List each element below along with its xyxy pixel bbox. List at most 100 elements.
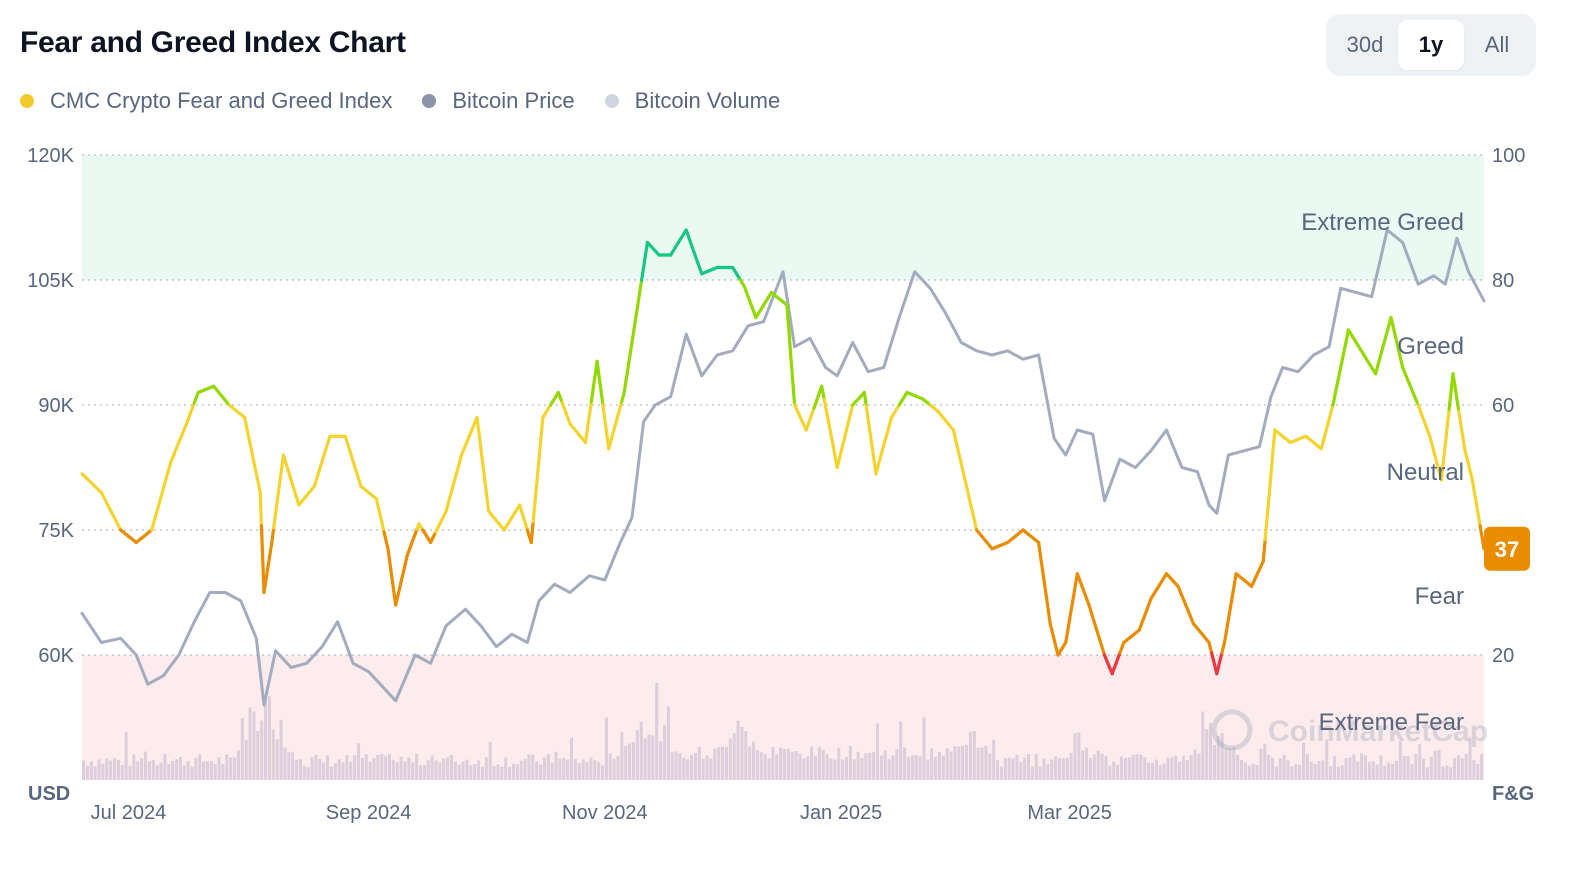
volume-bar [659, 741, 663, 780]
volume-bar [418, 765, 423, 780]
volume-bar [1301, 742, 1306, 780]
zone-label: Extreme Greed [1301, 209, 1464, 236]
volume-bar [810, 746, 814, 780]
legend-dot-icon [604, 94, 619, 108]
legend-item-bitcoin-price[interactable]: Bitcoin Price [422, 88, 575, 114]
fear-greed-segment [838, 445, 845, 459]
volume-bar [1464, 754, 1468, 780]
bitcoin-price-line [80, 228, 1486, 707]
legend-dot-icon [20, 94, 34, 108]
fear-greed-segment [444, 500, 451, 513]
volume-bar [430, 755, 434, 780]
fear-greed-segment [485, 494, 491, 513]
volume-bar [1174, 755, 1178, 780]
fear-greed-segment [787, 336, 793, 357]
zone-label: Extreme Fear [1319, 709, 1464, 736]
volume-bar [480, 767, 484, 780]
volume-bar [202, 761, 206, 780]
volume-bar [159, 762, 163, 780]
volume-bar [453, 762, 457, 780]
volume-bar [957, 746, 961, 780]
current-value-text: 37 [1495, 537, 1519, 562]
fear-greed-segment [848, 403, 855, 417]
fear-greed-segment [261, 557, 265, 578]
fear-greed-segment [789, 353, 794, 374]
volume-bar [593, 760, 597, 780]
zone-label: Greed [1397, 333, 1464, 360]
range-1y-button[interactable]: 1y [1398, 20, 1464, 70]
volume-bar [662, 725, 667, 780]
fear-greed-segment [1457, 409, 1463, 426]
right-axis-tick: 20 [1492, 645, 1514, 667]
fear-greed-segment [483, 478, 489, 498]
fear-greed-segment [1046, 608, 1052, 626]
volume-bar [1453, 757, 1457, 780]
volume-bar [752, 741, 756, 780]
volume-bar [105, 758, 109, 780]
fear-greed-segment [1230, 583, 1236, 599]
volume-bar [604, 717, 608, 780]
volume-bar [1236, 754, 1240, 780]
fear-greed-segment [1474, 501, 1480, 517]
volume-bar [1286, 760, 1290, 780]
volume-bar [438, 762, 442, 780]
volume-bar [597, 762, 601, 780]
volume-bar [1240, 760, 1244, 780]
volume-bar [248, 707, 252, 780]
fear-greed-segment [843, 424, 850, 438]
volume-bar [167, 764, 171, 780]
volume-bar [744, 731, 748, 780]
fear-greed-segment [1067, 606, 1074, 622]
fear-greed-segment [601, 403, 607, 422]
fear-greed-segment [243, 415, 249, 432]
volume-bar [821, 749, 825, 780]
volume-bar [1019, 762, 1023, 780]
volume-bar [949, 751, 953, 780]
volume-bar [1371, 761, 1375, 780]
legend-item-fear-greed[interactable]: CMC Crypto Fear and Greed Index [20, 88, 392, 114]
volume-bar [1460, 758, 1464, 780]
volume-bar [1158, 765, 1162, 780]
volume-bar [1104, 756, 1108, 780]
volume-bar [229, 757, 233, 780]
volume-bar [112, 758, 117, 780]
volume-bar [1274, 766, 1278, 780]
volume-bar [132, 754, 136, 780]
volume-bar [1391, 763, 1395, 780]
volume-bar [1278, 758, 1282, 780]
fear-greed-segment [1224, 617, 1231, 633]
volume-bar [1011, 758, 1015, 780]
volume-bar [1100, 753, 1104, 780]
volume-bar [1441, 766, 1445, 780]
fear-greed-segment [862, 390, 868, 408]
fear-greed-segment [583, 427, 590, 445]
volume-bar [500, 766, 504, 780]
fear-greed-segment [256, 478, 262, 495]
fear-greed-segment [245, 428, 252, 445]
fear-greed-segment [447, 490, 453, 504]
watermark-text: CoinMarketCap [1268, 715, 1488, 748]
volume-bar [1290, 766, 1294, 780]
legend-item-bitcoin-volume[interactable]: Bitcoin Volume [604, 88, 780, 114]
volume-bar [872, 751, 876, 780]
volume-bar [1077, 732, 1081, 780]
fear-greed-segment [630, 328, 636, 345]
volume-bar [174, 759, 179, 780]
volume-bar [1085, 747, 1089, 780]
volume-bar [674, 751, 678, 780]
range-30d-button[interactable]: 30d [1346, 32, 1384, 57]
fear-greed-segment [259, 524, 264, 545]
volume-bar [422, 765, 426, 780]
range-selector: 30d 1y All [1326, 14, 1536, 76]
range-all-button[interactable]: All [1484, 32, 1510, 57]
volume-bar [205, 761, 209, 780]
volume-bar [1088, 757, 1093, 780]
volume-bar [864, 753, 868, 780]
volume-bar [643, 738, 647, 780]
volume-bar [1147, 762, 1151, 780]
volume-bar [163, 753, 167, 780]
fear-greed-segment [641, 253, 648, 270]
volume-bar [353, 755, 357, 780]
volume-bar [670, 751, 674, 780]
